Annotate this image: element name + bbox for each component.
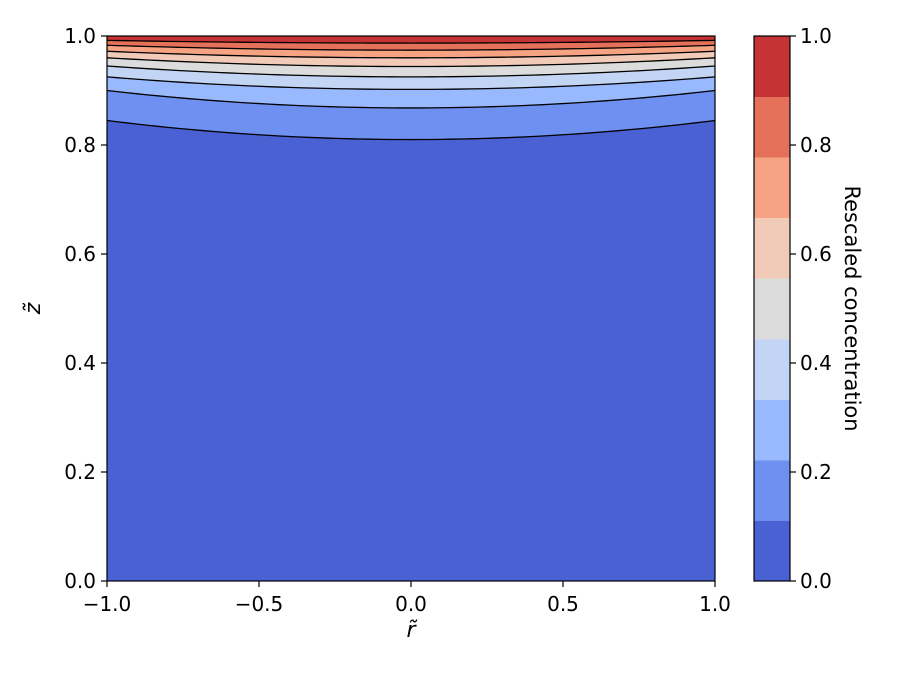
contour-line-8: [106, 39, 716, 44]
contour-line-2: [106, 89, 716, 109]
colorbar-label: Rescaled concentration: [840, 185, 864, 431]
colorbar-band-7: [754, 96, 790, 158]
x-tick-label: −1.0: [83, 592, 132, 616]
y-tick-label: 0.2: [64, 460, 96, 484]
x-tick-label: 0.0: [395, 592, 427, 616]
colorbar-band-6: [754, 156, 790, 218]
plot-area: [106, 36, 716, 581]
contour-line-6: [106, 50, 716, 59]
y-tick-label: 1.0: [64, 24, 96, 48]
colorbar-tick-label: 0.0: [800, 569, 832, 593]
colorbar-tick-label: 0.2: [800, 460, 832, 484]
x-tick-label: 1.0: [699, 592, 731, 616]
colorbar-frame: [753, 35, 791, 582]
colorbar-tick-label: 1.0: [800, 24, 832, 48]
colorbar-band-4: [754, 277, 790, 340]
colorbar-band-8: [754, 36, 790, 97]
contour-line-5: [106, 57, 716, 68]
colorbar-band-0: [754, 520, 790, 582]
x-tick-label: 0.5: [547, 592, 579, 616]
y-tick-label: 0.0: [64, 569, 96, 593]
contour-fill-level-8: [107, 36, 715, 44]
colorbar-tick-label: 0.6: [800, 242, 832, 266]
contour-line-3: [106, 76, 716, 91]
y-tick-label: 0.8: [64, 133, 96, 157]
colorbar-band-1: [754, 460, 790, 522]
y-axis-label: z̃: [21, 302, 46, 315]
axes: −1.0 −0.5 0.0 0.5 1.0 0.0 0.2 0.4 0.6 0.8 1.0: [64, 24, 731, 616]
contour-line-7: [106, 44, 716, 51]
colorbar: 0.0 0.2 0.4 0.6 0.8 1.0: [753, 24, 832, 593]
colorbar-tick-label: 0.4: [800, 351, 832, 375]
contour-line-4: [106, 65, 716, 78]
y-tick-label: 0.4: [64, 351, 96, 375]
x-axis-label: r̃: [406, 618, 418, 643]
contour-line-1: [106, 119, 716, 141]
x-tick-label: −0.5: [235, 592, 284, 616]
colorbar-band-2: [754, 399, 790, 461]
colorbar-tick-label: 0.8: [800, 133, 832, 157]
colorbar-band-5: [754, 217, 790, 279]
y-tick-label: 0.6: [64, 242, 96, 266]
colorbar-band-3: [754, 339, 790, 401]
